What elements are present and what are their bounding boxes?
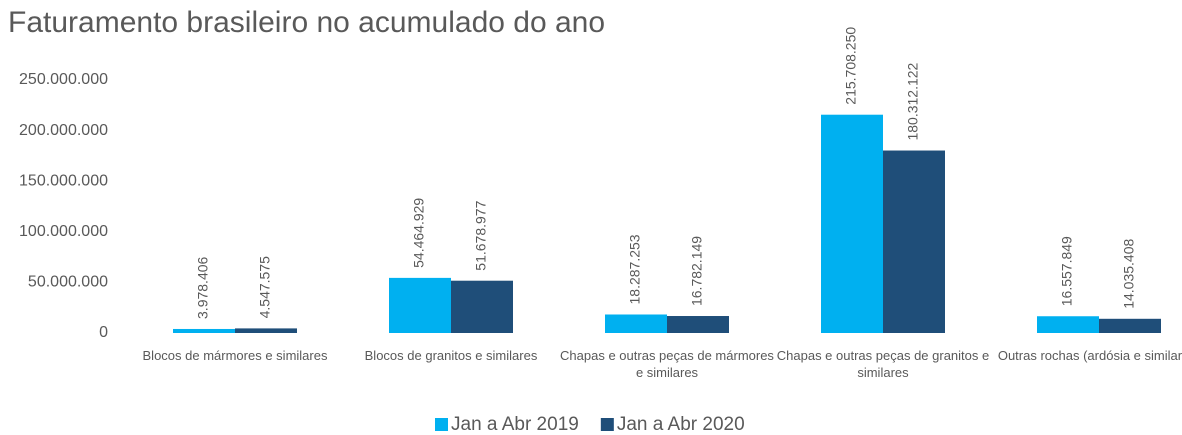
bar <box>1099 318 1161 333</box>
data-label: 16.557.849 <box>1059 236 1075 306</box>
y-tick-label: 150.000.000 <box>19 172 108 189</box>
y-tick-label: 250.000.000 <box>19 71 108 88</box>
bar <box>173 328 235 333</box>
data-label: 54.464.929 <box>411 198 427 268</box>
data-label: 14.035.408 <box>1121 239 1137 309</box>
data-label: 4.547.575 <box>257 256 273 318</box>
bar <box>883 150 945 333</box>
legend-label: Jan a Abr 2020 <box>617 414 745 435</box>
legend-label: Jan a Abr 2019 <box>451 414 579 435</box>
y-tick-label: 100.000.000 <box>19 223 108 240</box>
bar <box>389 277 451 333</box>
data-label: 18.287.253 <box>627 234 643 304</box>
y-tick-label: 50.000.000 <box>28 274 108 291</box>
bar <box>451 280 513 333</box>
bar <box>235 328 297 333</box>
legend-swatch <box>600 418 614 431</box>
bar <box>667 316 729 333</box>
data-label: 16.782.149 <box>689 236 705 306</box>
legend-swatch <box>435 418 448 431</box>
chart-title: Faturamento brasileiro no acumulado do a… <box>8 6 605 39</box>
x-tick-label: Blocos de granitos e similares <box>364 348 538 363</box>
x-tick-label: Chapas e outras peças de mármores e simi… <box>560 348 774 380</box>
x-tick-label: Blocos de mármores e similares <box>142 348 328 363</box>
data-label: 3.978.406 <box>195 256 211 318</box>
x-tick-label: Chapas e outras peças de granitos e simi… <box>776 348 990 380</box>
bar <box>605 314 667 333</box>
y-tick-label: 0 <box>99 324 108 341</box>
bar <box>821 114 883 334</box>
data-label: 51.678.977 <box>473 200 489 270</box>
data-label: 180.312.122 <box>905 62 921 140</box>
x-tick-label: Outras rochas (ardósia e similares) <box>997 348 1182 363</box>
y-tick-label: 200.000.000 <box>19 122 108 139</box>
bar <box>1037 316 1099 333</box>
data-label: 215.708.250 <box>843 27 859 105</box>
